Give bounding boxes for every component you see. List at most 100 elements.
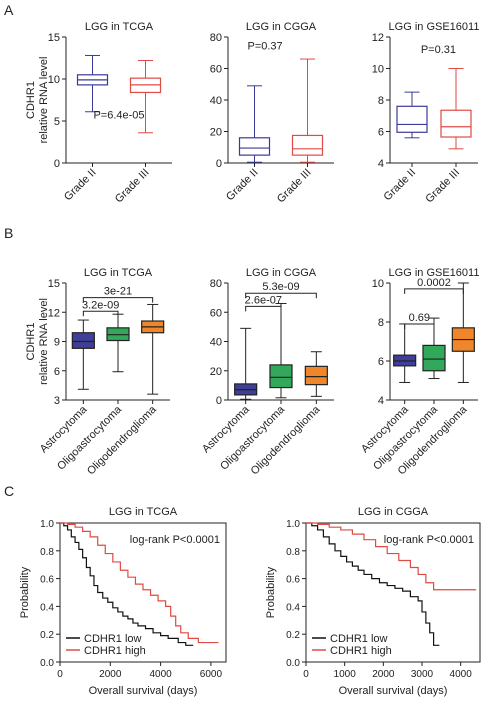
y-tick-label-3-0: 3 — [54, 395, 60, 407]
box-iqr — [269, 364, 293, 389]
box-1-0 — [238, 85, 271, 163]
y-tick-label-7-4: 0.8 — [286, 547, 300, 558]
x-axis-label-6: Overall survival (days) — [89, 685, 198, 697]
bracket-label-5-1: 0.0002 — [417, 277, 451, 289]
y-tick-label-7-5: 1.0 — [286, 519, 300, 530]
y-tick-label-4-3: 60 — [210, 307, 222, 319]
legend-label-6-1: CDHR1 high — [84, 645, 146, 657]
box-2-1 — [440, 68, 472, 150]
x-tick-label-1-0: Grade II — [224, 167, 261, 204]
y-tick-label-4-2: 40 — [210, 337, 222, 349]
significance-bracket-3-1 — [82, 297, 154, 303]
y-axis-label-3-0: CDHR1 — [25, 323, 37, 361]
chart-title-2: LGG in GSE16011 — [389, 21, 480, 33]
legend-label-7-0: CDHR1 low — [330, 633, 388, 645]
y-tick-label-0-0: 0 — [54, 158, 60, 170]
bracket-label-5-0: 0.69 — [409, 312, 430, 324]
box-iqr — [396, 105, 428, 133]
x-tick-label-4-2: Oligodendroglioma — [249, 403, 323, 477]
box-2-0 — [396, 91, 428, 139]
chart-title-5: LGG in GSE16011 — [389, 267, 480, 279]
y-tick-label-2-0: 4 — [378, 158, 384, 170]
y-tick-label-6-1: 0.2 — [40, 630, 54, 641]
legend-label-7-1: CDHR1 high — [330, 645, 392, 657]
x-tick-label-3-1: Oligoastrocytoma — [55, 403, 125, 473]
x-tick-label-6-2: 4000 — [149, 669, 172, 680]
significance-bracket-4-0 — [245, 305, 282, 312]
survival-curve-7-0 — [306, 522, 440, 646]
box-3-0 — [71, 319, 95, 390]
box-iqr — [238, 137, 271, 156]
x-tick-label-7-2: 2000 — [372, 669, 395, 680]
x-axis-label-7: Overall survival (days) — [339, 685, 448, 697]
x-tick-label-7-4: 4000 — [450, 669, 473, 680]
annotation-1-0: P=0.37 — [248, 41, 283, 53]
box-iqr — [71, 332, 95, 349]
y-tick-label-3-1: 6 — [54, 366, 60, 378]
chart-title-3: LGG in TCGA — [84, 267, 153, 279]
x-tick-label-0-1: Grade III — [113, 167, 152, 206]
y-tick-label-0-1: 5 — [54, 116, 60, 128]
y-tick-label-7-3: 0.6 — [286, 575, 300, 586]
bracket-label-4-1: 5.3e-09 — [262, 281, 299, 293]
box-iqr — [422, 344, 446, 372]
box-5-1 — [422, 317, 446, 380]
y-tick-label-4-4: 80 — [210, 278, 222, 290]
x-tick-label-2-0: Grade II — [382, 167, 419, 204]
x-tick-label-7-0: 0 — [303, 669, 309, 680]
legend-label-6-0: CDHR1 low — [84, 633, 142, 645]
y-tick-label-3-3: 12 — [48, 307, 60, 319]
y-tick-label-5-1: 6 — [378, 356, 384, 368]
y-axis-label-0-0: CDHR1 — [25, 81, 37, 119]
significance-bracket-5-0 — [404, 323, 435, 329]
box-4-2 — [304, 351, 328, 397]
y-tick-label-6-0: 0.0 — [40, 658, 54, 669]
y-tick-label-2-1: 6 — [378, 127, 384, 139]
box-iqr — [440, 109, 472, 138]
y-tick-label-6-2: 0.4 — [40, 602, 54, 613]
box-iqr — [304, 365, 328, 386]
annotation-0-0: P=6.4e-05 — [93, 109, 144, 121]
y-axis-label-7: Probability — [265, 566, 277, 618]
chart-title-7: LGG in CGGA — [358, 506, 429, 518]
y-tick-label-5-2: 8 — [378, 317, 384, 329]
y-axis-label-6: Probability — [19, 566, 31, 618]
panel-label-a: A — [4, 2, 14, 18]
bracket-label-4-0: 2.6e-07 — [245, 294, 282, 306]
y-tick-label-6-3: 0.6 — [40, 575, 54, 586]
x-tick-label-7-3: 3000 — [411, 669, 434, 680]
y-tick-label-1-2: 40 — [210, 95, 222, 107]
y-tick-label-0-3: 15 — [48, 32, 60, 44]
plot-frame-6 — [59, 522, 227, 663]
box-4-0 — [234, 327, 258, 400]
box-5-0 — [393, 323, 417, 383]
x-tick-label-6-1: 2000 — [99, 669, 122, 680]
bracket-label-3-1: 3e-21 — [104, 286, 132, 298]
panel-label-b: B — [4, 225, 13, 241]
survival-curve-6-0 — [60, 522, 194, 646]
x-tick-label-6-3: 6000 — [200, 669, 223, 680]
chart-title-1: LGG in CGGA — [246, 21, 317, 33]
y-tick-label-2-3: 10 — [372, 64, 384, 76]
x-tick-label-7-1: 1000 — [334, 669, 357, 680]
y-tick-label-1-4: 80 — [210, 32, 222, 44]
box-iqr — [291, 134, 324, 156]
significance-bracket-3-0 — [82, 310, 119, 317]
y-tick-label-1-0: 0 — [216, 158, 222, 170]
x-tick-label-4-1: Oligoastrocytoma — [218, 403, 288, 473]
y-tick-label-4-0: 0 — [216, 395, 222, 407]
significance-bracket-5-1 — [404, 288, 464, 294]
logrank-annotation-6: log-rank P<0.0001 — [130, 534, 220, 546]
survival-curve-7-1 — [306, 522, 477, 591]
logrank-annotation-7: log-rank P<0.0001 — [384, 534, 474, 546]
y-tick-label-7-0: 0.0 — [286, 658, 300, 669]
panel-label-c: C — [4, 483, 14, 499]
y-tick-label-4-1: 20 — [210, 366, 222, 378]
y-tick-label-7-1: 0.2 — [286, 630, 300, 641]
chart-title-0: LGG in TCGA — [85, 21, 154, 33]
chart-title-6: LGG in TCGA — [109, 506, 178, 518]
plot-frame-7 — [305, 522, 481, 663]
plots-layer: LGG in TCGA 0 5 10 15 Grade II Grade III P=6.4e… — [19, 21, 481, 697]
survival-curve-6-1 — [60, 522, 219, 644]
